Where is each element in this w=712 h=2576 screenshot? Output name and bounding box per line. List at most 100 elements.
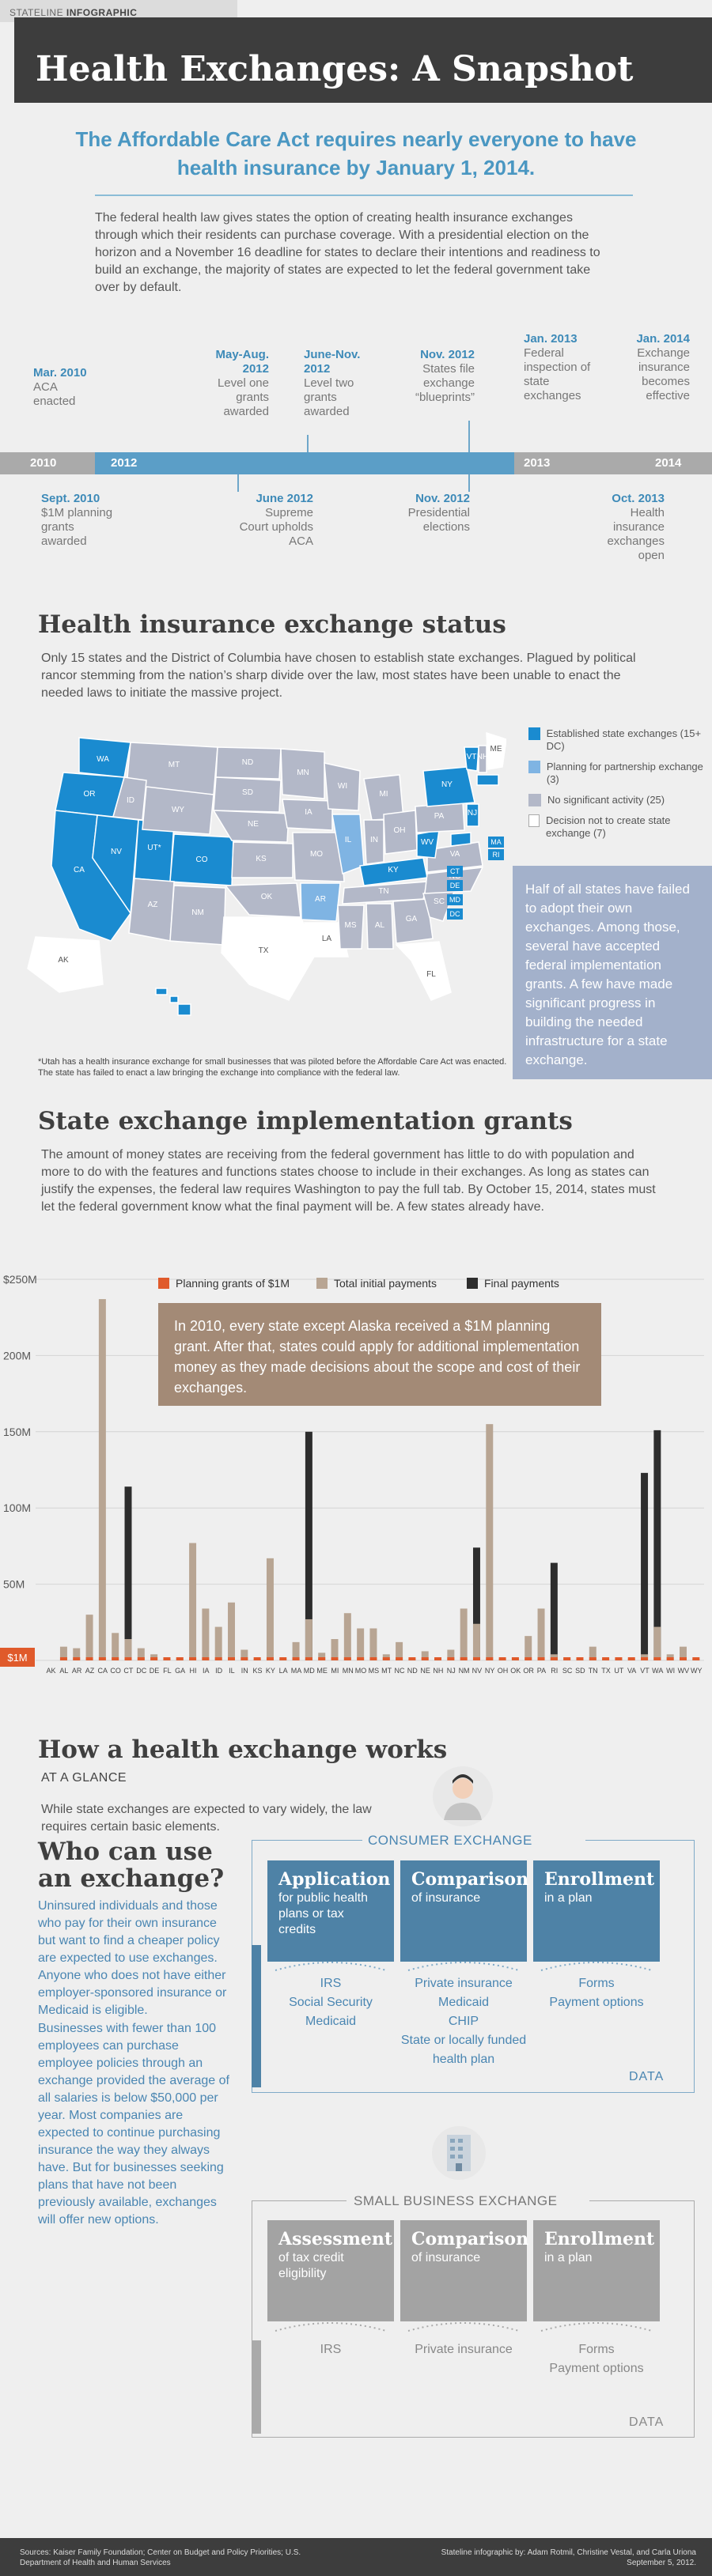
state-ia [282,799,333,831]
bar-planning-NY [486,1657,494,1660]
x-tick-label: MT [381,1667,392,1675]
state-nh [478,745,487,773]
bar-initial-AZ [85,1615,93,1660]
bar-initial-ME [318,1652,326,1660]
bar-planning-KS [253,1657,261,1660]
x-tick-label: NM [459,1667,470,1675]
bar-initial-HI [189,1543,197,1660]
map-state-label: NJ [468,809,477,818]
bar-planning-PA [537,1657,545,1660]
intro-text: The federal health law gives states the … [95,211,600,294]
bar-planning-VT [641,1657,649,1660]
x-tick-label: WY [691,1667,703,1675]
bar-planning-FL [163,1657,171,1660]
state-wy [142,786,214,835]
x-tick-label: PA [537,1667,546,1675]
bar-final-MD [305,1431,312,1660]
bar-planning-WV [680,1657,687,1660]
map-state-label: UT* [147,844,161,852]
y-tick-label: 200M [3,1349,31,1362]
y-tick-label: 100M [3,1501,31,1514]
y-tick-label: $1M [7,1652,27,1664]
legend-label: Planning grants of $1M [176,1277,290,1290]
bar-planning-ID [214,1657,222,1660]
state-tx [221,916,317,1001]
bar-planning-MS [369,1657,377,1660]
map-state-label: NE [248,820,259,829]
map-state-label: NH [477,753,488,761]
bar-final-CT [124,1486,132,1660]
bar-initial-MS [369,1628,377,1660]
bar-planning-DE [150,1657,158,1660]
x-tick-label: FL [163,1667,172,1675]
bar-planning-MD [305,1657,312,1660]
bar-final-VT [641,1472,649,1660]
map-state-label: KY [388,866,399,874]
bar-planning-AR [73,1657,81,1660]
state-box-de: DE [447,880,463,891]
map-state-label: MS [345,921,357,930]
application-data-list: IRS Social Security Medicaid [289,1977,373,2028]
bar-initial-PA [537,1608,545,1660]
x-tick-label: ID [215,1667,223,1675]
timeline-stem [237,474,239,492]
bar-planning-AZ [85,1657,93,1660]
map-state-label: ID [127,796,134,805]
map-state-label: NY [441,780,453,789]
state-az [128,878,175,942]
timeline-event: Nov. 2012 Presidential elections [407,492,470,534]
subtitle: The Affordable Care Act requires nearly … [75,127,637,179]
subtitle-divider [95,195,633,196]
utah-footnote: *Utah has a health insurance exchange fo… [38,1057,507,1078]
bar-planning-MI [331,1657,339,1660]
x-tick-label: IN [241,1667,248,1675]
timeline-event: Oct. 2013 Health insurance exchanges open [607,492,665,562]
legend-swatch [316,1278,328,1289]
bar-planning-MN [343,1657,351,1660]
bar-planning-TX [602,1657,610,1660]
bar-planning-CO [112,1657,119,1660]
timeline-year: 2010 [30,456,57,470]
x-tick-label: TX [601,1667,611,1675]
x-tick-label: WA [652,1667,663,1675]
us-map-svg: WA OR CA NV UT* CO AZ NM MT ID WY ND SD NE KS OK TX AK MN I… [27,731,507,1016]
state-box-md: MD [447,894,463,905]
bar-planning-WY [692,1657,700,1660]
x-tick-label: AL [59,1667,68,1675]
map-state-label: OH [394,826,406,835]
state-ny [422,766,475,807]
x-tick-label: AK [47,1667,56,1675]
state-md [450,832,472,847]
building-icon [431,2125,487,2181]
bar-planning-OR [525,1657,532,1660]
map-state-label: VA [450,850,460,859]
map-state-label: LA [322,935,332,943]
timeline-stem [468,421,470,452]
footer [0,2538,712,2576]
x-tick-label: MN [343,1667,354,1675]
state-in [363,819,384,865]
map-legend: Established state exchanges (15+ DC) Pla… [528,727,706,840]
timeline-event: Jan. 2013 Federal inspection of state exc… [524,332,591,402]
data-label: DATA [629,2070,665,2083]
bar-planning-WI [666,1657,674,1660]
timeline-year: 2014 [655,456,682,470]
map-state-label: SD [242,788,253,797]
x-tick-label: CO [110,1667,121,1675]
bar-planning-NH [434,1657,442,1660]
frame-line [252,2200,347,2201]
state-sd [213,776,282,813]
map-state-label: AZ [148,901,158,909]
bar-planning-WA [653,1657,661,1660]
how-text: While state exchanges are expected to va… [41,1803,372,1834]
assessment-data-list: IRS [320,2343,342,2356]
bar-planning-ME [318,1657,326,1660]
timeline-event: Jan. 2014 Exchange insurance becomes effe… [636,332,690,402]
bar-initial-WA [653,1626,661,1660]
state-nd [215,746,282,780]
x-tick-label: MD [304,1667,315,1675]
state-me [486,731,507,770]
x-tick-label: OR [523,1667,534,1675]
status-text: Only 15 states and the District of Colum… [41,652,636,700]
bar-initial-CA [98,1299,106,1660]
